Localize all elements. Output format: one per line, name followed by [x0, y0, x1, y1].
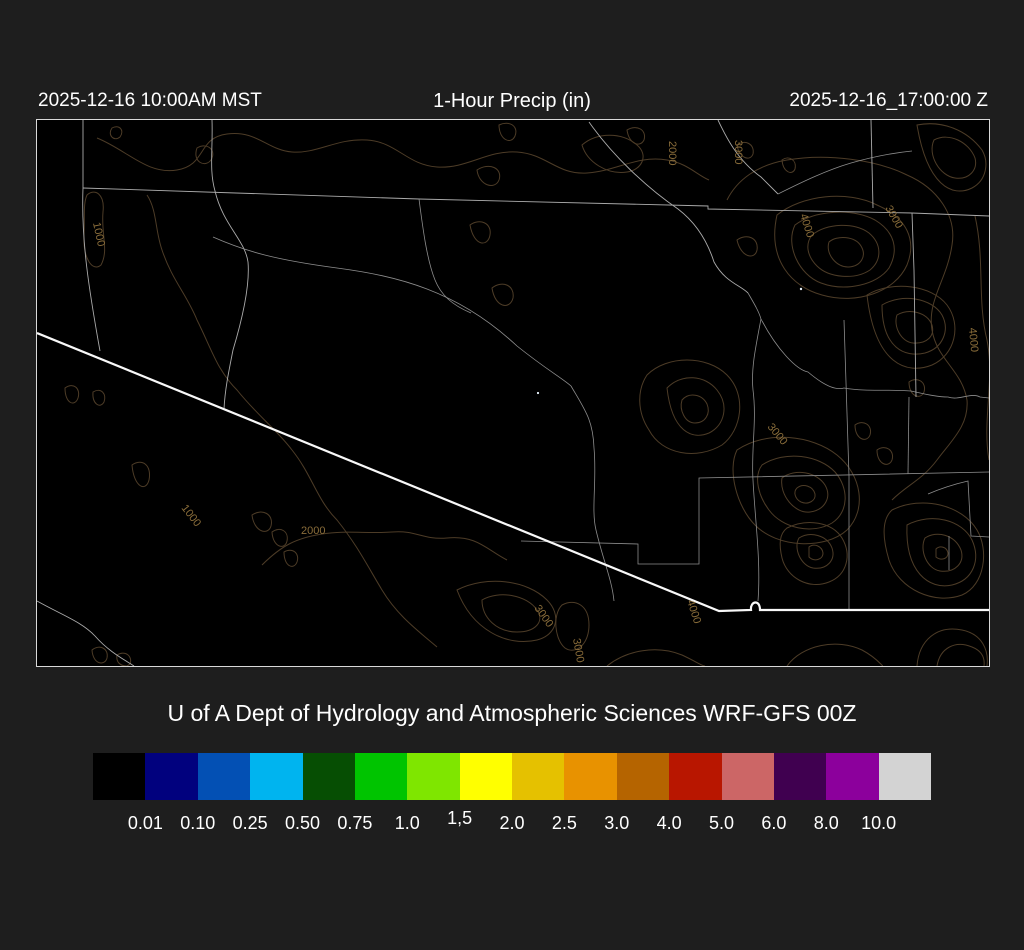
colorbar-segment-13	[773, 753, 827, 800]
colorbar-tick-label: 3.0	[604, 813, 630, 833]
colorbar-segment-7	[459, 753, 512, 800]
colorbar-segment-14	[826, 753, 879, 800]
precip-speck	[536, 391, 540, 395]
contour-elevation-label: 2000	[666, 141, 678, 165]
contour-elevation-label: 2000	[301, 525, 325, 537]
colorbar-segment-1	[145, 753, 198, 800]
colorbar-tick-label: 6.0	[761, 813, 787, 833]
colorbar-tick-label: 1.0	[394, 813, 420, 833]
contour-elevation-label: 3000	[882, 204, 905, 231]
colorbar-segment-2	[197, 753, 251, 800]
precip-speck	[799, 287, 803, 291]
contour-elevation-label: 3000	[532, 603, 556, 630]
colorbar-tick-label: 8.0	[813, 813, 839, 833]
contour-elevation-label: 3000	[765, 421, 790, 447]
colorbar-tick-label: 0.01	[127, 813, 163, 833]
colorbar-segment-8	[512, 753, 565, 800]
valid-time-local: 2025-12-16 10:00AM MST	[38, 90, 262, 111]
colorbar-segment-6	[407, 753, 460, 800]
colorbar-segment-10	[616, 753, 670, 800]
mexico-border-line	[37, 331, 989, 613]
colorbar-tick-label: 5.0	[708, 813, 735, 833]
contour-elevation-label: 4000	[966, 327, 980, 352]
colorbar-segment-0	[93, 753, 146, 800]
plot-title: 1-Hour Precip (in)	[433, 90, 591, 112]
elevation-contours	[64, 122, 989, 666]
contour-elevation-label: 1000	[90, 221, 107, 247]
credit-line: U of A Dept of Hydrology and Atmospheric…	[167, 700, 857, 726]
colorbar-tick-label: 1,5	[447, 808, 473, 828]
colorbar-segment-15	[878, 753, 931, 800]
colorbar-segment-12	[721, 753, 774, 800]
precip-map: 1000 2000 3000 4000 3000 4000 3000 1000 2000 3000…	[36, 119, 990, 667]
contour-elevation-label: 3000	[732, 140, 744, 164]
colorbar-tick-label: 0.50	[284, 813, 321, 833]
colorbar-segment-5	[354, 753, 408, 800]
colorbar-segment-3	[250, 753, 303, 800]
colorbar-tick-label: 2.5	[551, 813, 577, 833]
valid-time-utc: 2025-12-16_17:00:00 Z	[789, 90, 988, 111]
colorbar-tick-labels: 0.01 0.10 0.25 0.50 0.75 1.0 1,5 2.0 2.5 3.0 4.0 5.…	[93, 808, 931, 837]
colorbar-segment-9	[564, 753, 617, 800]
contour-elevation-label: 3000	[570, 637, 586, 663]
colorbar-tick-label: 10.0	[861, 813, 897, 833]
colorbar-tick-label: 0.75	[337, 813, 373, 833]
colorbar-tick-label: 0.10	[180, 813, 216, 833]
precip-colorbar	[93, 753, 931, 800]
colorbar-tick-label: 0.25	[232, 813, 268, 833]
contour-elevation-label: 1000	[179, 502, 204, 529]
colorbar-tick-label: 4.0	[656, 813, 682, 833]
colorbar-tick-label: 2.0	[499, 813, 525, 833]
boundary-lines	[37, 120, 989, 666]
colorbar-segment-11	[669, 753, 722, 800]
colorbar-segment-4	[302, 753, 355, 800]
